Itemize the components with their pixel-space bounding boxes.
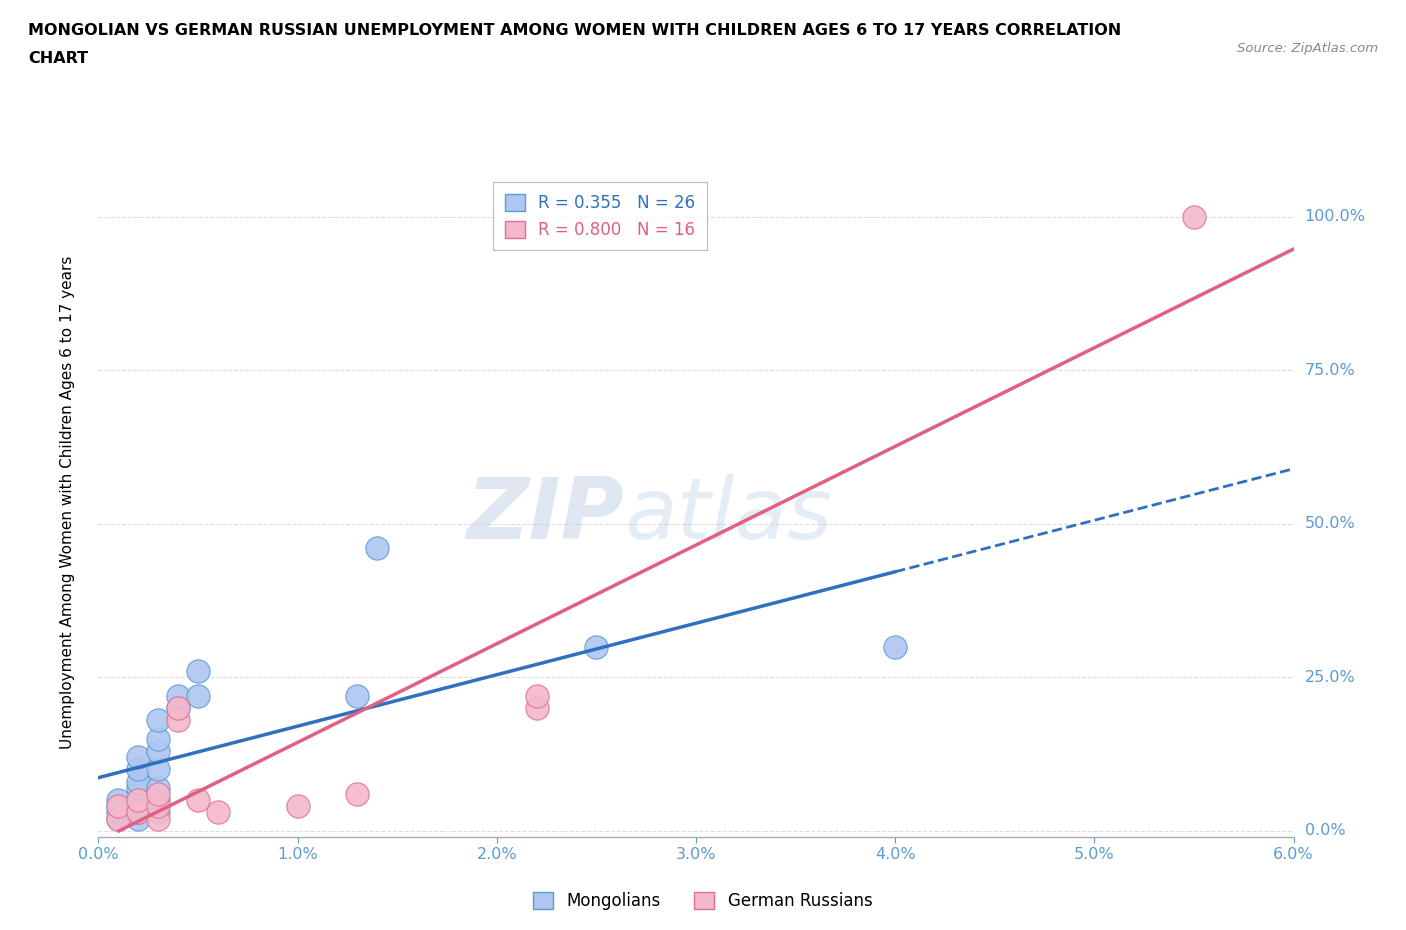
- Point: [148, 787, 170, 802]
- Point: [148, 731, 170, 746]
- Point: [1182, 209, 1205, 224]
- Point: [148, 744, 170, 759]
- Text: MONGOLIAN VS GERMAN RUSSIAN UNEMPLOYMENT AMONG WOMEN WITH CHILDREN AGES 6 TO 17 : MONGOLIAN VS GERMAN RUSSIAN UNEMPLOYMENT…: [28, 23, 1122, 38]
- Point: [107, 811, 129, 826]
- Text: CHART: CHART: [28, 51, 89, 66]
- Point: [148, 780, 170, 795]
- Point: [526, 688, 548, 703]
- Point: [167, 712, 190, 727]
- Text: 0.0%: 0.0%: [1305, 823, 1346, 838]
- Point: [107, 799, 129, 814]
- Point: [127, 780, 149, 795]
- Point: [148, 805, 170, 820]
- Point: [107, 811, 129, 826]
- Point: [884, 639, 907, 654]
- Point: [107, 792, 129, 807]
- Legend: R = 0.355   N = 26, R = 0.800   N = 16: R = 0.355 N = 26, R = 0.800 N = 16: [494, 182, 707, 250]
- Point: [366, 541, 388, 556]
- Point: [346, 787, 368, 802]
- Point: [167, 700, 190, 715]
- Point: [127, 762, 149, 777]
- Text: Source: ZipAtlas.com: Source: ZipAtlas.com: [1237, 42, 1378, 55]
- Point: [148, 799, 170, 814]
- Point: [127, 805, 149, 820]
- Point: [187, 688, 209, 703]
- Text: ZIP: ZIP: [467, 474, 624, 557]
- Point: [127, 811, 149, 826]
- Point: [148, 811, 170, 826]
- Point: [167, 688, 190, 703]
- Point: [148, 792, 170, 807]
- Point: [127, 805, 149, 820]
- Point: [107, 805, 129, 820]
- Point: [127, 750, 149, 764]
- Point: [127, 775, 149, 790]
- Text: 25.0%: 25.0%: [1305, 670, 1355, 684]
- Point: [585, 639, 607, 654]
- Point: [167, 700, 190, 715]
- Point: [148, 762, 170, 777]
- Legend: Mongolians, German Russians: Mongolians, German Russians: [527, 885, 879, 917]
- Point: [207, 805, 229, 820]
- Point: [187, 792, 209, 807]
- Text: atlas: atlas: [624, 474, 832, 557]
- Y-axis label: Unemployment Among Women with Children Ages 6 to 17 years: Unemployment Among Women with Children A…: [60, 256, 75, 749]
- Point: [148, 712, 170, 727]
- Point: [526, 700, 548, 715]
- Point: [287, 799, 309, 814]
- Point: [127, 792, 149, 807]
- Text: 50.0%: 50.0%: [1305, 516, 1355, 531]
- Point: [107, 799, 129, 814]
- Text: 100.0%: 100.0%: [1305, 209, 1365, 224]
- Point: [346, 688, 368, 703]
- Text: 75.0%: 75.0%: [1305, 363, 1355, 378]
- Point: [127, 792, 149, 807]
- Point: [187, 664, 209, 679]
